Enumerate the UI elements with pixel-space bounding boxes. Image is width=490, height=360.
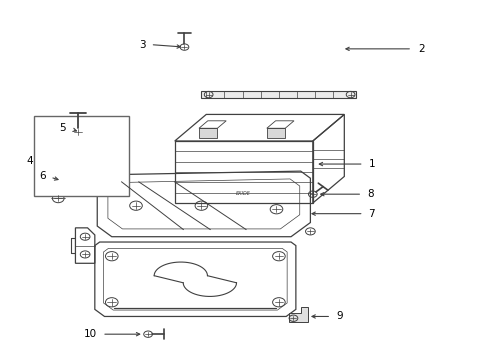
Text: 10: 10 [84,329,97,339]
Text: 5: 5 [59,123,66,133]
Polygon shape [199,128,218,138]
Polygon shape [267,128,285,138]
Text: EXIDE: EXIDE [236,191,251,196]
Polygon shape [49,166,80,184]
Text: 1: 1 [368,159,375,169]
Text: 6: 6 [39,171,46,181]
Text: 9: 9 [336,311,343,321]
Text: 3: 3 [139,40,146,50]
Text: 8: 8 [367,189,374,199]
Text: 7: 7 [368,209,375,219]
Text: 2: 2 [418,44,425,54]
Bar [34,116,129,196]
Polygon shape [289,306,308,322]
Text: 4: 4 [26,156,33,166]
Polygon shape [201,91,356,99]
